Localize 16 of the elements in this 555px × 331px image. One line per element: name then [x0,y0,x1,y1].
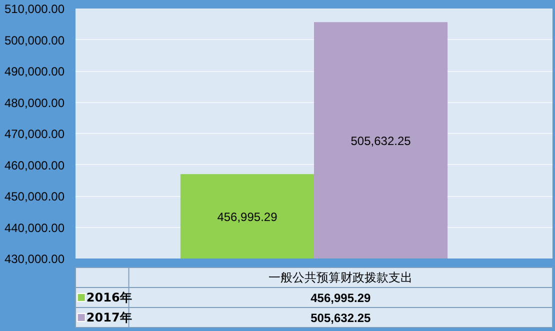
y-tick-label: 430,000.00 [4,252,65,266]
legend-label: 2017年 [86,310,132,324]
y-tick-label: 480,000.00 [4,96,65,110]
y-tick-label: 450,000.00 [4,190,65,204]
text: 456,995.29 [310,291,371,305]
data-label: 456,995.29 [217,210,278,224]
legend-label: 2016年 [86,290,132,304]
y-tick-label: 440,000.00 [4,220,65,235]
y-tick-label: 500,000.00 [4,33,65,48]
y-tick-label: 460,000.00 [4,158,65,172]
text: 505,632.25 [310,311,371,325]
y-tick-label: 470,000.00 [4,127,65,141]
y-tick-label: 490,000.00 [4,64,65,78]
x-tick-label: 一般公共预算财政拨款支出 [268,270,413,284]
y-tick-label: 510,000.00 [4,2,65,16]
data-label: 505,632.25 [350,134,412,148]
